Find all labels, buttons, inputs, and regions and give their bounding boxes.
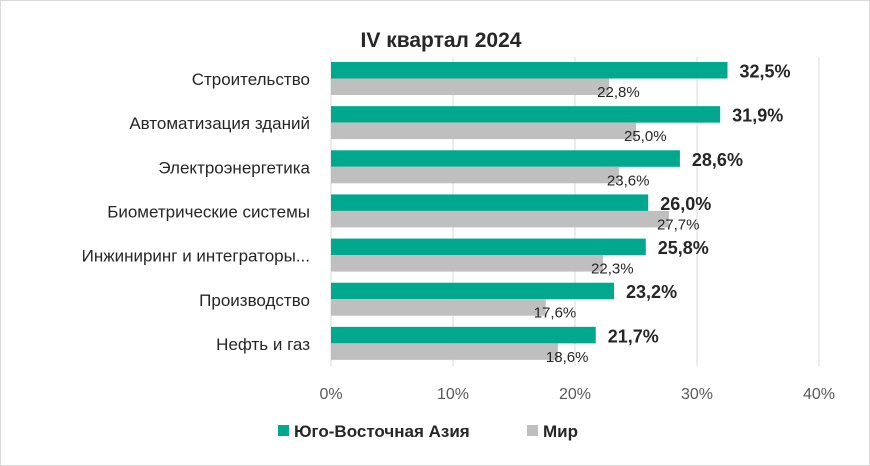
legend-label-world: Мир bbox=[543, 422, 578, 441]
data-label-world: 17,6% bbox=[534, 305, 577, 322]
data-label-world: 18,6% bbox=[546, 349, 589, 366]
data-label-world: 23,6% bbox=[607, 172, 650, 189]
data-label-sea: 25,8% bbox=[658, 238, 709, 258]
bar-world bbox=[331, 210, 669, 228]
x-tick-label: 20% bbox=[559, 386, 591, 403]
category-label: Биометрические системы bbox=[107, 203, 310, 222]
bar-world bbox=[331, 343, 558, 360]
bar-sea bbox=[331, 106, 721, 123]
bar-world bbox=[331, 255, 604, 272]
legend-label-sea: Юго-Восточная Азия bbox=[294, 422, 470, 441]
category-label: Автоматизация зданий bbox=[129, 114, 310, 133]
legend-swatch-world bbox=[527, 425, 538, 436]
data-label-sea: 26,0% bbox=[660, 194, 711, 214]
data-label-sea: 28,6% bbox=[692, 150, 743, 170]
x-axis-ticks: 0% 10% 20% 30% 40% bbox=[319, 386, 835, 403]
data-labels: 32,5% 22,8% 31,9% 25,0% 28,6% 23,6% 26,0% 27,7%… bbox=[534, 62, 791, 366]
bars bbox=[331, 62, 728, 360]
data-label-sea: 32,5% bbox=[740, 62, 791, 82]
data-label-sea: 31,9% bbox=[732, 106, 783, 126]
data-label-world: 22,8% bbox=[597, 84, 640, 101]
bar-sea bbox=[331, 238, 646, 256]
legend-swatch-sea bbox=[278, 425, 289, 436]
bar-world bbox=[331, 122, 636, 140]
bar-sea bbox=[331, 282, 615, 300]
category-label: Строительство bbox=[192, 70, 310, 89]
data-label-world: 25,0% bbox=[624, 128, 667, 145]
bar-world bbox=[331, 299, 546, 316]
category-label: Нефть и газ bbox=[216, 335, 310, 354]
bar-world bbox=[331, 166, 619, 184]
category-label: Инжиниринг и интеграторы... bbox=[82, 247, 310, 266]
bar-sea bbox=[331, 194, 649, 211]
bar-sea bbox=[331, 62, 728, 79]
bar-sea bbox=[331, 326, 596, 344]
x-tick-label: 0% bbox=[319, 386, 342, 403]
data-label-world: 22,3% bbox=[591, 261, 634, 278]
x-tick-label: 30% bbox=[681, 386, 713, 403]
x-tick-label: 10% bbox=[437, 386, 469, 403]
data-label-sea: 21,7% bbox=[608, 326, 659, 346]
x-tick-label: 40% bbox=[803, 386, 835, 403]
category-labels: Строительство Автоматизация зданий Электро… bbox=[82, 70, 311, 354]
legend: Юго-Восточная Азия Мир bbox=[278, 422, 578, 441]
data-label-sea: 23,2% bbox=[626, 282, 677, 302]
data-label-world: 27,7% bbox=[657, 216, 700, 233]
bar-sea bbox=[331, 150, 680, 167]
bar-world bbox=[331, 78, 610, 95]
chart-title: IV квартал 2024 bbox=[361, 29, 522, 52]
category-label: Производство bbox=[199, 291, 310, 310]
category-label: Электроэнергетика bbox=[158, 158, 310, 177]
